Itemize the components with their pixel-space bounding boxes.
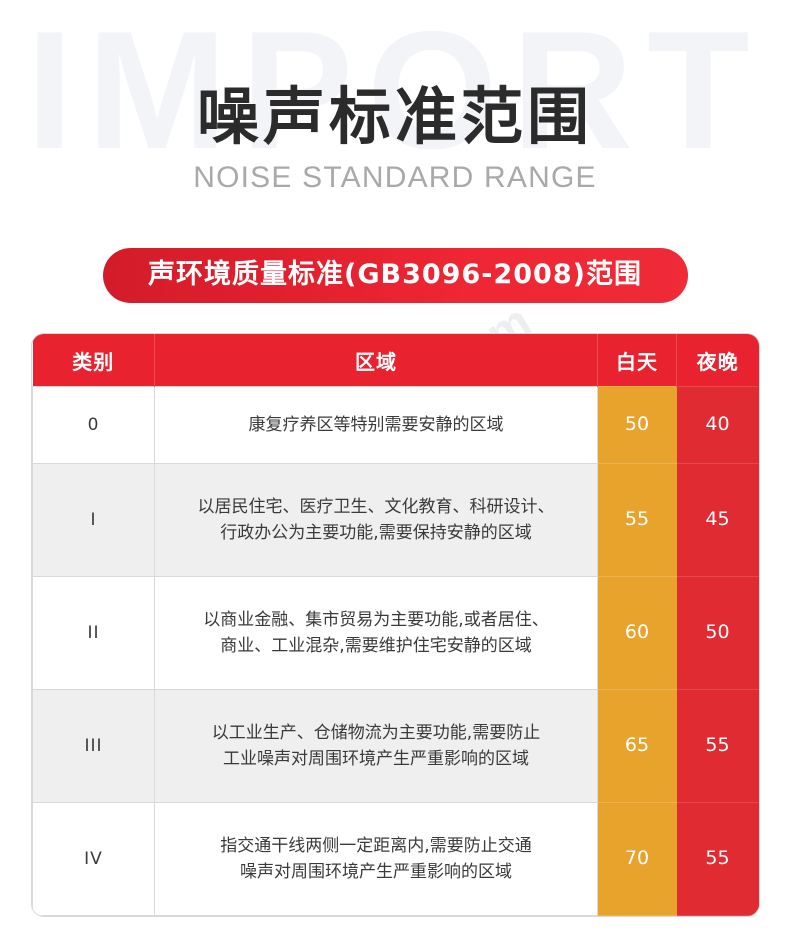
page-subtitle: NOISE STANDARD RANGE — [193, 161, 597, 195]
noise-standard-table: 类别 区域 白天 夜晚 0 康复疗养区等特别需要安静的区域 50 40 I 以居… — [32, 334, 759, 916]
page-title: 噪声标准范围 — [196, 80, 593, 153]
table-row: IV 指交通干线两侧一定距离内,需要防止交通 噪声对周围环境产生严重影响的区域 … — [32, 802, 759, 916]
table-row: II 以商业金融、集市贸易为主要功能,或者居住、 商业、工业混杂,需要维护住宅安… — [32, 576, 759, 690]
table-header-row: 类别 区域 白天 夜晚 — [32, 334, 759, 387]
cell-daytime-limit: 70 — [597, 802, 677, 916]
cell-night-limit: 55 — [676, 689, 759, 803]
cell-daytime-limit: 50 — [597, 386, 677, 464]
table-row: I 以居民住宅、医疗卫生、文化教育、科研设计、 行政办公为主要功能,需要保持安静… — [32, 463, 759, 577]
cell-area: 指交通干线两侧一定距离内,需要防止交通 噪声对周围环境产生严重影响的区域 — [154, 802, 598, 916]
cell-area: 以工业生产、仓储物流为主要功能,需要防止 工业噪声对周围环境产生严重影响的区域 — [154, 689, 598, 803]
cell-area-line: 以居民住宅、医疗卫生、文化教育、科研设计、 — [197, 496, 555, 517]
column-header-daytime: 白天 — [597, 334, 677, 387]
cell-daytime-limit: 60 — [597, 576, 677, 690]
cell-category: IV — [32, 802, 155, 916]
cell-area-line: 以商业金融、集市贸易为主要功能,或者居住、 — [203, 609, 549, 630]
cell-night-limit: 55 — [676, 802, 759, 916]
cell-category: 0 — [32, 386, 155, 464]
cell-area: 以商业金融、集市贸易为主要功能,或者居住、 商业、工业混杂,需要维护住宅安静的区… — [154, 576, 598, 690]
cell-category: I — [32, 463, 155, 577]
cell-night-limit: 40 — [676, 386, 759, 464]
cell-area-line: 以工业生产、仓储物流为主要功能,需要防止 — [211, 722, 541, 743]
cell-daytime-limit: 55 — [597, 463, 677, 577]
page-heading: 噪声标准范围 NOISE STANDARD RANGE — [0, 82, 790, 195]
standard-banner: 声环境质量标准(GB3096-2008)范围 — [102, 248, 688, 304]
table-row: 0 康复疗养区等特别需要安静的区域 50 40 — [32, 386, 759, 464]
cell-night-limit: 50 — [676, 576, 759, 690]
cell-area-line: 工业噪声对周围环境产生严重影响的区域 — [223, 749, 529, 769]
table-row: III 以工业生产、仓储物流为主要功能,需要防止 工业噪声对周围环境产生严重影响… — [32, 689, 759, 803]
cell-area-line: 康复疗养区等特别需要安静的区域 — [248, 414, 504, 435]
column-header-night: 夜晚 — [676, 334, 759, 387]
cell-area-line: 指交通干线两侧一定距离内,需要防止交通 — [220, 835, 532, 856]
noise-standard-table-wrap: 类别 区域 白天 夜晚 0 康复疗养区等特别需要安静的区域 50 40 I 以居… — [32, 334, 759, 916]
cell-area: 康复疗养区等特别需要安静的区域 — [154, 386, 598, 464]
cell-area: 以居民住宅、医疗卫生、文化教育、科研设计、 行政办公为主要功能,需要保持安静的区… — [154, 463, 598, 577]
column-header-area: 区域 — [154, 334, 598, 387]
cell-area-line: 行政办公为主要功能,需要保持安静的区域 — [220, 523, 532, 543]
column-header-category: 类别 — [32, 334, 155, 387]
standard-banner-wrap: 声环境质量标准(GB3096-2008)范围 — [0, 248, 790, 304]
cell-daytime-limit: 65 — [597, 689, 677, 803]
cell-category: II — [32, 576, 155, 690]
cell-area-line: 商业、工业混杂,需要维护住宅安静的区域 — [220, 636, 532, 656]
cell-area-line: 噪声对周围环境产生严重影响的区域 — [240, 862, 512, 882]
cell-night-limit: 45 — [676, 463, 759, 577]
cell-category: III — [32, 689, 155, 803]
